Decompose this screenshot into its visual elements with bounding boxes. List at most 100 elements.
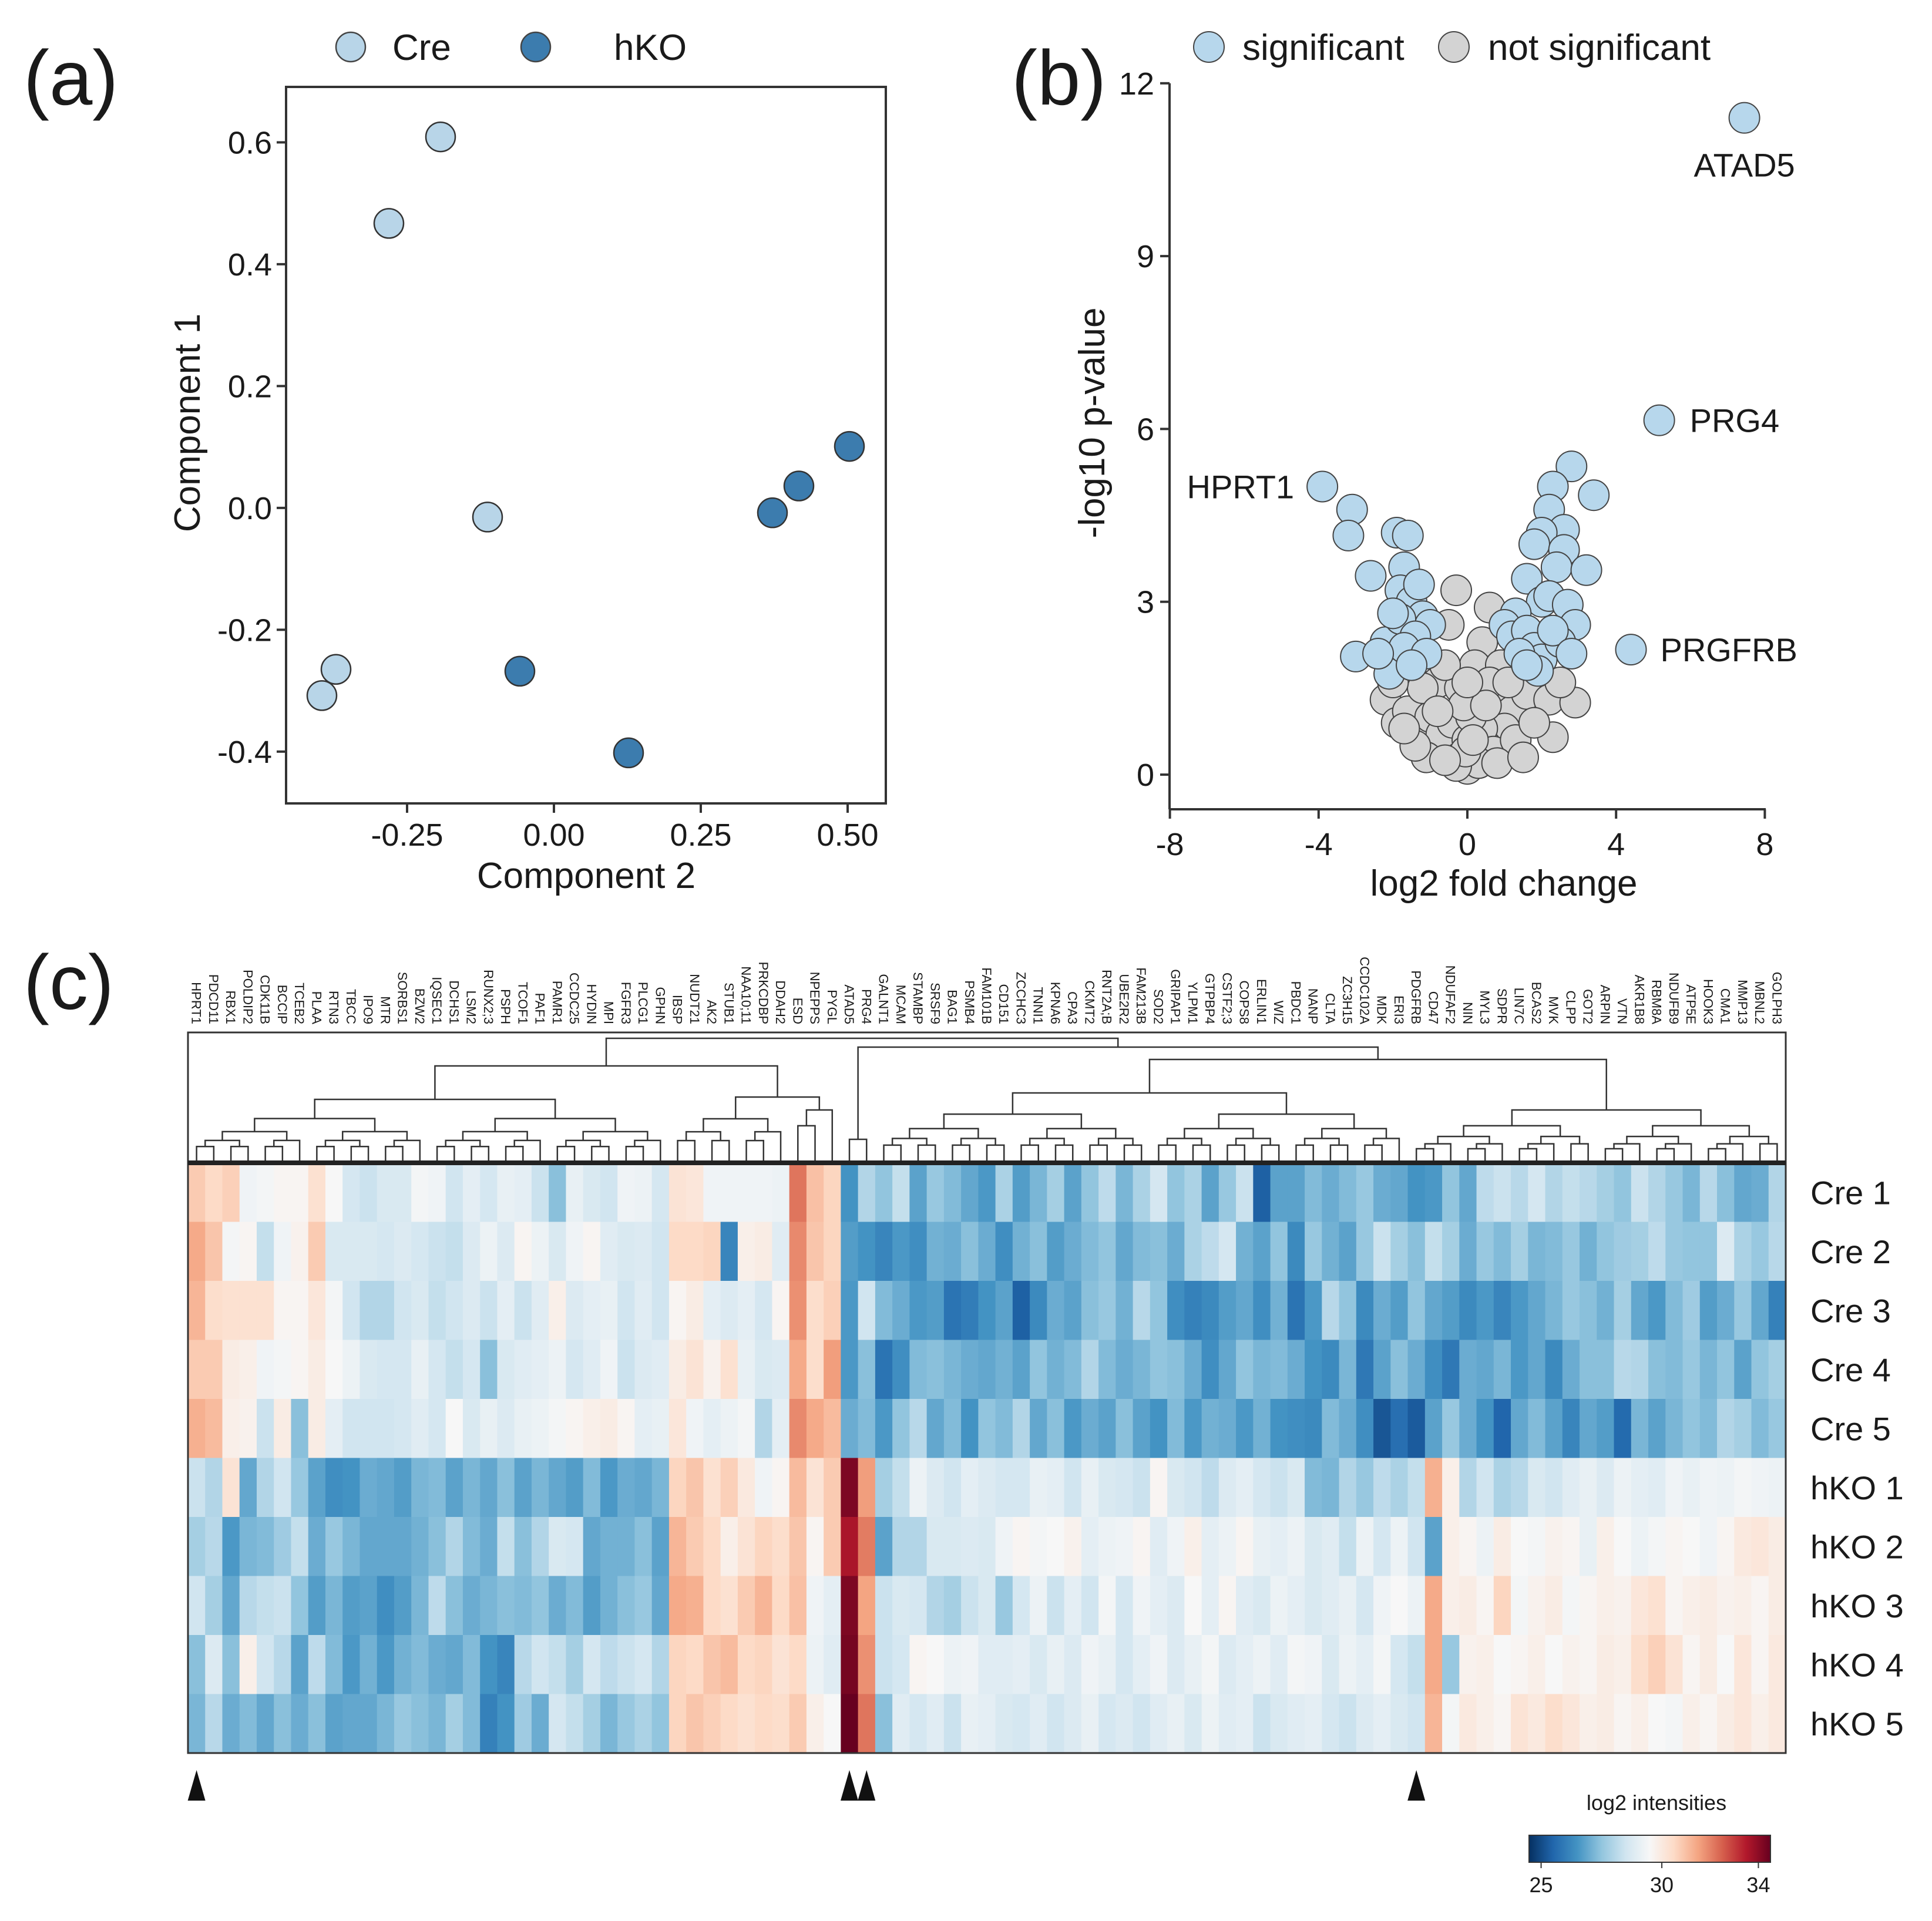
heatmap-cell	[995, 1694, 1013, 1754]
heatmap-cell	[1270, 1635, 1288, 1695]
dendrogram-link	[1665, 1143, 1692, 1163]
heatmap-cell	[1511, 1694, 1528, 1754]
heatmap-cell	[943, 1635, 962, 1695]
column-gene-label: RBM8A	[1649, 980, 1664, 1024]
heatmap-cell	[205, 1458, 223, 1518]
heatmap-cell	[549, 1458, 567, 1518]
heatmap-cell	[308, 1222, 326, 1281]
y-tick-label: 12	[1119, 66, 1154, 102]
heatmap-cell	[1665, 1635, 1684, 1695]
heatmap-cell	[1030, 1694, 1047, 1754]
heatmap-cell	[1064, 1458, 1082, 1518]
heatmap-cell	[1218, 1458, 1237, 1518]
heatmap-cell	[445, 1694, 463, 1754]
heatmap-cell	[291, 1399, 309, 1459]
heatmap-cell	[1305, 1694, 1322, 1754]
heatmap-cell	[943, 1576, 962, 1636]
heatmap-cell	[1030, 1517, 1047, 1577]
dendrogram-link	[471, 1145, 490, 1163]
heatmap-cell	[1442, 1163, 1460, 1223]
heatmap-cell	[514, 1576, 532, 1636]
heatmap-cell	[1047, 1576, 1065, 1636]
heatmap-cell	[789, 1399, 807, 1459]
heatmap-cell	[308, 1163, 326, 1223]
heatmap-cell	[1407, 1517, 1426, 1577]
gene-annotation-label: PRGFRB	[1661, 631, 1797, 668]
heatmap-cell	[1442, 1576, 1460, 1636]
heatmap-cell	[1631, 1340, 1649, 1399]
heatmap-cell	[480, 1222, 498, 1281]
heatmap-cell	[394, 1163, 412, 1223]
heatmap-cell	[1648, 1694, 1666, 1754]
heatmap-cell	[1390, 1222, 1409, 1281]
column-gene-label: RBX1	[223, 991, 238, 1024]
heatmap-cell	[703, 1340, 721, 1399]
heatmap-cell	[1253, 1163, 1271, 1223]
volcano-plot-panel: (b) log2 fold change -log10 p-value sign…	[1012, 28, 1797, 904]
heatmap-cell	[1424, 1694, 1443, 1754]
heatmap-cell	[703, 1576, 721, 1636]
heatmap-cell	[1184, 1222, 1202, 1281]
heatmap-cell	[1064, 1399, 1082, 1459]
heatmap-cell	[1236, 1458, 1254, 1518]
heatmap-cell	[789, 1694, 807, 1754]
column-gene-label: FAM101B	[979, 967, 994, 1024]
dendrogram-link	[634, 1139, 661, 1163]
heatmap-cell	[978, 1635, 996, 1695]
column-gene-label: TCEB2	[292, 983, 307, 1024]
data-point-significant	[1518, 528, 1550, 560]
heatmap-cell	[1580, 1576, 1597, 1636]
heatmap-cell	[841, 1635, 859, 1695]
dendrogram-link	[1716, 1143, 1744, 1163]
heatmap-cell	[806, 1163, 824, 1223]
heatmap-cell	[858, 1163, 876, 1223]
heatmap-cell	[462, 1399, 481, 1459]
heatmap-cell	[1064, 1163, 1082, 1223]
heatmap-cell	[342, 1399, 361, 1459]
heatmap-cell	[531, 1163, 549, 1223]
heatmap-cell	[1133, 1694, 1151, 1754]
y-tick-label: 9	[1137, 239, 1154, 274]
heatmap-cell	[514, 1340, 532, 1399]
heatmap-cell	[1648, 1340, 1666, 1399]
heatmap-cell	[1218, 1163, 1237, 1223]
heatmap-cell	[377, 1340, 395, 1399]
heatmap-cell	[720, 1340, 738, 1399]
heatmap-cell	[239, 1635, 257, 1695]
heatmap-cell	[1768, 1635, 1786, 1695]
heatmap-cell	[995, 1517, 1013, 1577]
heatmap-cell	[291, 1281, 309, 1341]
heatmap-cell	[1648, 1576, 1666, 1636]
heatmap-cell	[1614, 1694, 1632, 1754]
heatmap-cell	[1253, 1517, 1271, 1577]
heatmap-cell	[394, 1694, 412, 1754]
heatmap-cell	[377, 1694, 395, 1754]
heatmap-cell	[1682, 1399, 1701, 1459]
heatmap-cell	[1218, 1635, 1237, 1695]
heatmap-cell	[308, 1517, 326, 1577]
column-gene-label: MPI	[602, 1001, 616, 1024]
column-gene-label: PSPH	[498, 989, 513, 1024]
heatmap-cell	[377, 1517, 395, 1577]
heatmap-cell	[1528, 1340, 1546, 1399]
dendrogram-link	[1467, 1148, 1486, 1163]
heatmap-cell	[583, 1399, 601, 1459]
heatmap-cell	[1407, 1635, 1426, 1695]
heatmap-cell	[1751, 1281, 1769, 1341]
heatmap-cell	[566, 1340, 584, 1399]
heatmap-cell	[600, 1458, 618, 1518]
heatmap-cell	[1751, 1399, 1769, 1459]
heatmap-cell	[926, 1517, 945, 1577]
heatmap-cell	[1717, 1694, 1735, 1754]
heatmap-cell	[1648, 1222, 1666, 1281]
heatmap-cell	[1768, 1281, 1786, 1341]
heatmap-cell	[1580, 1458, 1597, 1518]
heatmap-cell	[1665, 1222, 1684, 1281]
plot-frame	[285, 86, 887, 805]
x-tick-label: 0.50	[817, 817, 878, 853]
dendrogram-link	[960, 1138, 996, 1145]
heatmap-cell	[1253, 1458, 1271, 1518]
heatmap-cell	[1184, 1635, 1202, 1695]
heatmap-cell	[1614, 1340, 1632, 1399]
heatmap-cell	[480, 1340, 498, 1399]
